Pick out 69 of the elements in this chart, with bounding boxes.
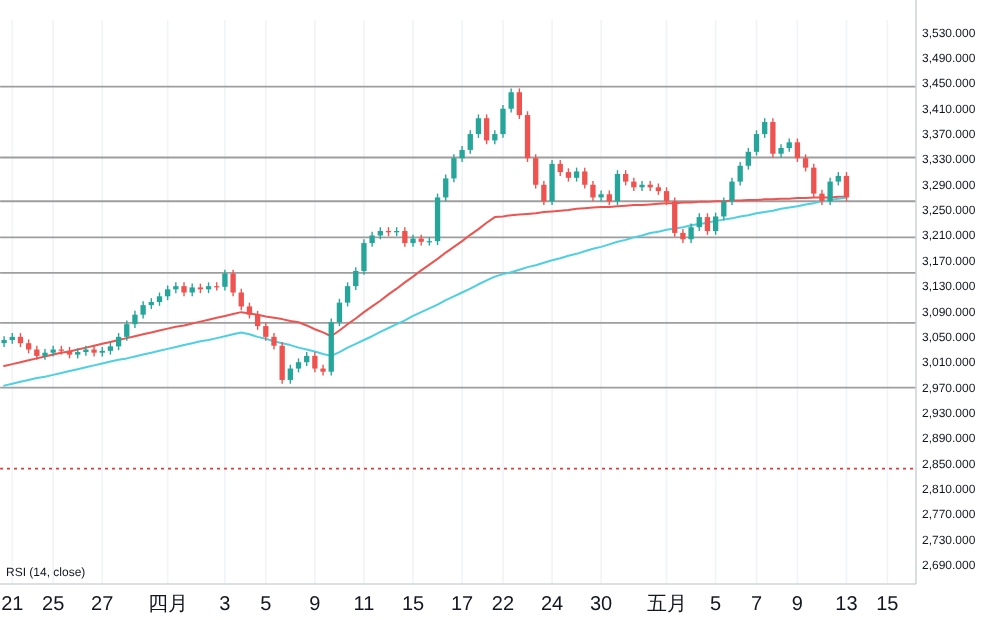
candlestick	[434, 192, 441, 246]
candlestick	[704, 212, 711, 236]
candlestick	[222, 268, 228, 292]
x-tick-label: 15	[401, 594, 426, 616]
candlestick	[254, 310, 261, 331]
candlestick	[91, 345, 97, 358]
candlestick	[353, 266, 359, 291]
x-tick-label: 5	[710, 594, 723, 616]
x-tick-label: 24	[540, 594, 565, 616]
candlestick	[827, 177, 833, 206]
candlestick	[533, 153, 539, 190]
x-tick-label: 22	[491, 594, 515, 616]
x-tick-label: 25	[42, 594, 66, 616]
candlestick	[467, 129, 473, 155]
candlestick	[614, 169, 621, 206]
candlestick	[475, 113, 482, 139]
candlestick	[42, 348, 48, 361]
candlestick	[590, 180, 596, 202]
candlestick	[729, 177, 735, 206]
candlestick	[451, 153, 457, 183]
x-tick-label: 11	[353, 594, 376, 616]
candlestick	[524, 110, 531, 163]
candlestick	[549, 159, 555, 206]
candlestick	[762, 117, 768, 139]
candlestick	[745, 147, 751, 171]
candlestick	[541, 180, 547, 206]
candlestick	[770, 117, 776, 159]
candlestick	[753, 129, 760, 157]
candlestick	[279, 341, 285, 385]
candlestick	[83, 345, 89, 357]
candlestick	[410, 234, 416, 248]
x-tick-label: 四月	[147, 594, 188, 616]
candlestick	[516, 87, 522, 120]
candlestick	[500, 104, 506, 139]
x-tick-label: 27	[91, 594, 115, 616]
x-tick-label: 7	[750, 594, 763, 616]
x-tick-label: 15	[876, 594, 900, 616]
x-tick-label: 21	[1, 594, 25, 616]
x-tick-label: 17	[450, 594, 475, 616]
candlestick	[312, 351, 318, 374]
candlestick	[336, 298, 343, 327]
candlestick	[721, 196, 727, 221]
candlestick	[263, 321, 269, 342]
candlestick	[1, 335, 7, 348]
candlestick	[712, 211, 719, 236]
x-tick-label: 13	[835, 594, 859, 616]
candlestick	[508, 87, 514, 114]
candlestick	[794, 137, 801, 163]
x-tick-label: 9	[791, 594, 804, 616]
candlestick	[582, 166, 588, 190]
x-tick-label: 3	[219, 594, 232, 616]
candlestick	[443, 173, 449, 202]
candlestick	[230, 268, 236, 297]
x-tick-label: 30	[590, 594, 614, 616]
x-tick-label: 五月	[646, 594, 687, 616]
candlestick	[402, 226, 408, 248]
candlestick	[238, 287, 244, 311]
candlestick	[688, 222, 694, 244]
candlestick	[361, 238, 367, 276]
x-tick-label: 5	[260, 594, 273, 616]
candlestick	[344, 281, 351, 308]
candlestick	[598, 189, 604, 202]
candlestick	[639, 180, 645, 192]
candlestick	[483, 113, 490, 145]
candlestick	[737, 161, 743, 187]
candlestick	[124, 319, 130, 342]
candlestick	[287, 364, 293, 385]
x-tick-label: 9	[309, 594, 322, 616]
candlestick	[320, 364, 326, 377]
